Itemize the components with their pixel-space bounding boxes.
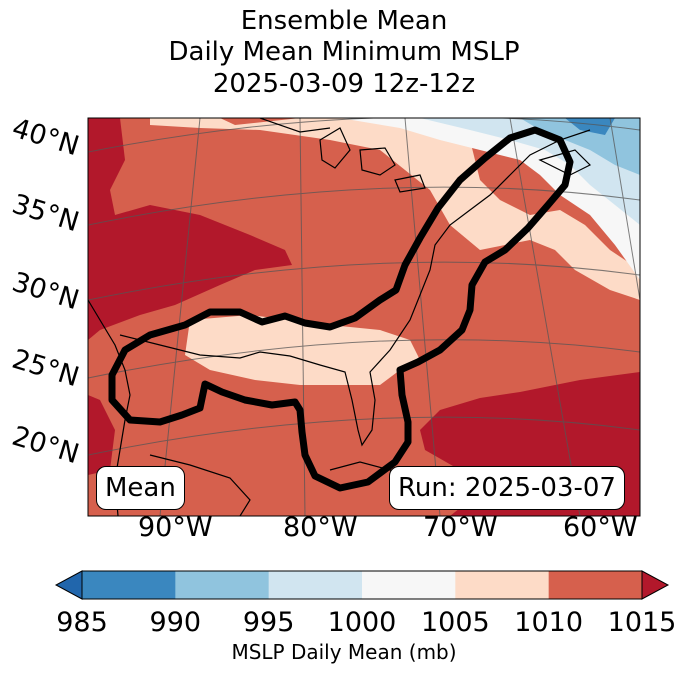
- lon-label-70w: 70°W: [423, 512, 498, 543]
- lon-label-60w: 60°W: [563, 512, 638, 543]
- colorbar-outline: [81, 570, 643, 600]
- colorbar-extend-high: [641, 570, 670, 600]
- colorbar-segment-1010: [548, 571, 643, 599]
- colorbar-tick-1010: 1010: [514, 607, 584, 638]
- mean-label-box: Mean: [96, 466, 185, 510]
- gridlines: [88, 118, 640, 516]
- mslp-mean-contour: [108, 126, 574, 492]
- title-line-2: Daily Mean Minimum MSLP: [168, 37, 520, 67]
- colorbar-tick-1000: 1000: [327, 607, 397, 638]
- mslp-985-region: [565, 118, 615, 135]
- mslp-1005-region-north: [150, 118, 640, 300]
- mslp-1015-region-west: [88, 118, 292, 340]
- lon-label-80w: 80°W: [283, 512, 358, 543]
- colorbar-tick-990: 990: [149, 607, 202, 638]
- colorbar-tick-1005: 1005: [420, 607, 490, 638]
- colorbar-label: MSLP Daily Mean (mb): [231, 640, 457, 664]
- colorbar-segment-1000: [362, 571, 456, 599]
- colorbar-tick-995: 995: [242, 607, 295, 638]
- colorbar-segment-995: [268, 571, 363, 599]
- run-label-box: Run: 2025-03-07: [389, 466, 625, 510]
- colorbar: [54, 570, 670, 600]
- colorbar-segment-990: [175, 571, 270, 599]
- colorbar-extend-low: [54, 570, 83, 600]
- lon-label-90w: 90°W: [138, 512, 213, 543]
- map-frame: [87, 117, 641, 517]
- mslp-1015-region-mexico: [88, 395, 115, 475]
- colorbar-tick-985: 985: [56, 607, 108, 638]
- colorbar-segment-1005: [455, 571, 550, 599]
- colorbar-segment-985: [82, 571, 176, 599]
- title-line-1: Ensemble Mean: [240, 6, 448, 36]
- title-line-3: 2025-03-09 12z-12z: [212, 69, 476, 99]
- colorbar-tick-1015: 1015: [607, 607, 677, 638]
- mslp-field: [88, 118, 640, 516]
